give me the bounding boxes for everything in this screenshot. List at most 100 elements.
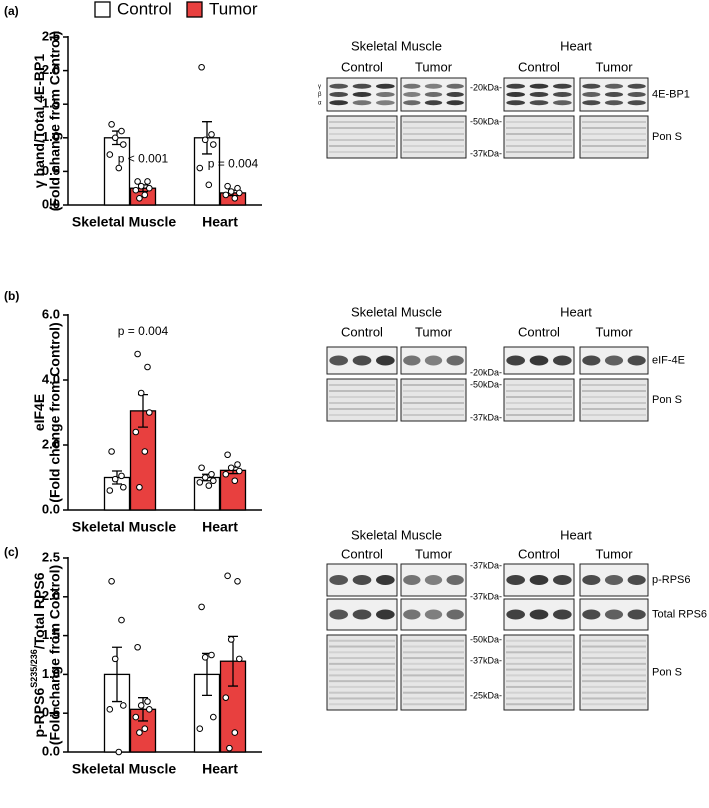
blot-band [424, 609, 443, 620]
blot-band [446, 575, 464, 585]
kda-marker: -37kDa- [470, 148, 502, 158]
ponceau-stripe [403, 662, 464, 665]
blot-band [627, 92, 646, 97]
blot-band [529, 100, 549, 106]
blot-band [506, 575, 525, 585]
data-point [111, 134, 119, 142]
data-point [115, 164, 123, 172]
ponceau-stripe [506, 639, 572, 642]
blot-band [446, 92, 464, 97]
data-point [236, 655, 243, 663]
band-label: α [318, 100, 322, 106]
y-tick-label: 0.5 [42, 705, 60, 720]
ponceau-stripe [403, 651, 464, 654]
ponceau-stripe [506, 127, 572, 129]
condition-label: Control [341, 59, 383, 74]
ponceau-stripe [582, 390, 646, 392]
bar [103, 137, 131, 206]
ponceau-stripe [582, 703, 646, 706]
ponceau-stripe [506, 697, 572, 700]
data-point [201, 474, 209, 481]
y-tick-label: 6.0 [42, 306, 60, 321]
ponceau-stripe [582, 145, 646, 147]
blot-band [604, 92, 624, 97]
blot-band [446, 355, 464, 366]
data-point [208, 131, 215, 138]
tissue-label: Heart [560, 304, 592, 319]
tissue-label: Skeletal Muscle [351, 527, 442, 542]
blot-band [352, 92, 372, 97]
ponceau-stripe [506, 121, 572, 123]
error-bar [138, 697, 148, 722]
y-tick-label: 0.0 [42, 743, 60, 758]
blot-band [352, 355, 372, 366]
kda-marker: -37kDa- [470, 560, 502, 570]
ponceau-stripe [403, 121, 464, 123]
tissue-label: Skeletal Muscle [351, 38, 442, 53]
blot-band [329, 83, 348, 89]
ponceau-stripe [506, 414, 572, 416]
tissue-label: Skeletal Muscle [351, 304, 442, 319]
data-point [231, 194, 239, 202]
kda-marker: -37kDa- [470, 412, 502, 422]
y-tick-label: 1.5 [42, 627, 60, 642]
data-point [118, 127, 125, 135]
ponceau-stripe [329, 408, 395, 410]
data-point [224, 451, 231, 459]
data-point [144, 363, 151, 371]
condition-label: Tumor [595, 59, 633, 74]
blot-band [424, 355, 443, 366]
data-point [198, 63, 205, 71]
blot-band [424, 83, 443, 89]
y-axis-label-part: /Total RPS6 [31, 572, 47, 649]
row-label: p-RPS6 [652, 574, 691, 586]
blot-band [553, 83, 572, 89]
ponceau-stripe [582, 127, 646, 129]
blot-band [403, 83, 421, 89]
blot-band [627, 83, 646, 89]
ponceau-stripe [506, 145, 572, 147]
ponceau-stripe [506, 384, 572, 386]
y-axis-label: (Fold change from Control) [47, 322, 63, 502]
ponceau-stripe [506, 691, 572, 694]
data-point [141, 448, 149, 455]
data-point [132, 428, 140, 436]
y-axis-label: γ band/Total 4E-BP1 [31, 54, 47, 189]
ponceau-stripe [506, 668, 572, 671]
ponceau-stripe [582, 651, 646, 654]
blot-band [446, 100, 464, 106]
ponceau-stripe [403, 685, 464, 688]
panel-label: (a) [4, 4, 19, 18]
data-point [108, 121, 115, 128]
ponceau-stripe [582, 680, 646, 683]
y-axis-label-part: eIF4E [31, 394, 47, 431]
ponceau-stripe [329, 691, 395, 694]
band-label: β [318, 92, 322, 98]
blot-band [403, 100, 421, 106]
ponceau-stripe [403, 127, 464, 129]
y-axis-label: (Fold change from Control) [47, 31, 63, 211]
blot-band [329, 355, 348, 366]
blot-band [506, 83, 525, 89]
data-point [231, 477, 239, 485]
condition-label: Tumor [595, 546, 633, 561]
blot-band [352, 609, 372, 620]
data-point [227, 188, 235, 195]
ponceau-stripe [329, 139, 395, 141]
blot-band [352, 100, 372, 106]
y-axis-label: (Fold change from Control) [47, 565, 63, 745]
data-point [205, 482, 213, 489]
blot-band [376, 355, 395, 366]
blot-band [529, 83, 549, 89]
ponceau-stripe [506, 645, 572, 648]
blot-band [376, 609, 395, 620]
annotation: p = 0.004 [208, 156, 259, 170]
blot-band [627, 355, 646, 366]
x-tick-label: Skeletal Muscle [72, 761, 176, 777]
data-point [137, 702, 145, 709]
ponceau-stripe [329, 697, 395, 700]
ponceau-stripe [582, 414, 646, 416]
ponceau-stripe [329, 133, 395, 135]
ponceau-stripe [403, 691, 464, 694]
data-point [136, 194, 143, 202]
